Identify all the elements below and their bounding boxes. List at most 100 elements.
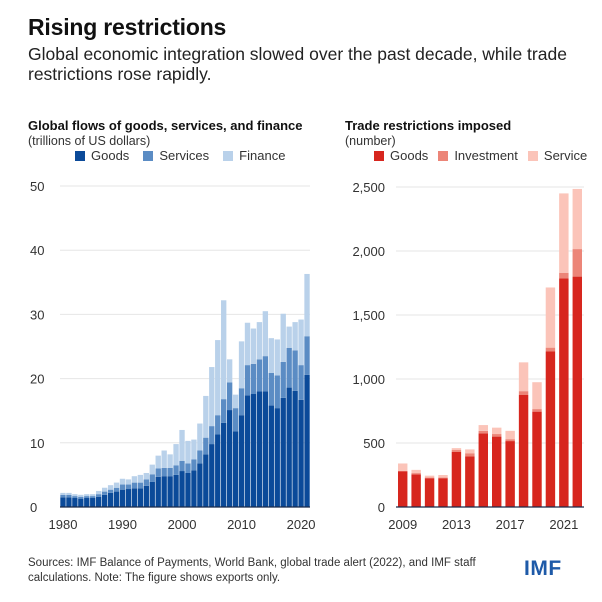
bar-segment-service-2019 <box>532 382 542 410</box>
bar-segment-finance-2007 <box>221 300 227 400</box>
bar-segment-goods-1992 <box>131 488 138 507</box>
bar-segment-services-1986 <box>96 494 102 497</box>
bar-segment-finance-1994 <box>143 472 149 480</box>
bar-segment-goods-2014 <box>262 391 269 507</box>
bar-segment-services-2015 <box>268 372 274 406</box>
legend-item-investment: Investment <box>438 148 518 163</box>
legend-swatch-goods <box>374 150 384 161</box>
bar-segment-goods-2005 <box>209 444 215 507</box>
bar-segment-service-2009 <box>398 463 408 472</box>
bar-segment-services-1991 <box>125 484 132 490</box>
bar-segment-goods-2012 <box>250 394 257 507</box>
bar-segment-goods-1981 <box>66 497 72 507</box>
bar-segment-investment-2021 <box>559 272 569 279</box>
bar-segment-goods-2017 <box>505 441 515 507</box>
sources-note: Sources: IMF Balance of Payments, World … <box>28 557 476 584</box>
bar-segment-goods-2016 <box>274 408 280 507</box>
bar-segment-finance-2003 <box>197 423 203 451</box>
bar-segment-services-1996 <box>155 468 161 477</box>
bar-segment-finance-2012 <box>250 328 257 364</box>
bar-segment-investment-2010 <box>411 473 421 475</box>
bar-segment-finance-2015 <box>268 338 274 373</box>
y-tick-label: 10 <box>30 436 44 451</box>
bar-segment-investment-2014 <box>465 453 475 457</box>
bar-segment-goods-1993 <box>137 488 144 507</box>
y-tick-label: 50 <box>30 179 44 194</box>
bar-segment-goods-2018 <box>286 387 292 507</box>
bar-segment-services-2008 <box>226 382 233 411</box>
bar-segment-goods-2016 <box>492 436 502 507</box>
right-chart-subtitle: (number) <box>345 134 396 148</box>
bar-segment-services-1981 <box>66 494 72 498</box>
bar-segment-services-2010 <box>238 388 245 416</box>
page-subtitle: Global economic integration slowed over … <box>28 44 567 84</box>
x-tick-label: 2010 <box>227 517 256 532</box>
bar-segment-investment-2015 <box>478 430 488 434</box>
bar-segment-services-1988 <box>107 489 114 493</box>
legend-swatch-goods <box>75 150 85 161</box>
legend-item-finance: Finance <box>223 148 285 163</box>
bar-segment-services-2004 <box>203 437 209 455</box>
bar-segment-goods-2015 <box>268 405 274 507</box>
bar-segment-finance-2002 <box>191 439 197 460</box>
bar-segment-goods-2009 <box>398 471 408 507</box>
bar-segment-finance-2020 <box>298 319 304 366</box>
bar-segment-services-1999 <box>173 465 179 475</box>
legend-swatch-finance <box>223 150 234 161</box>
bar-segment-finance-2008 <box>226 359 233 383</box>
bar-segment-finance-1989 <box>113 482 120 488</box>
bar-segment-finance-2004 <box>203 395 209 438</box>
bar-segment-investment-2013 <box>451 450 462 452</box>
bar-segment-goods-2020 <box>298 399 304 507</box>
bar-segment-service-2018 <box>518 362 529 392</box>
bar-segment-services-2000 <box>179 460 185 472</box>
x-tick-label: 2020 <box>287 517 316 532</box>
bar-segment-goods-2018 <box>518 395 529 507</box>
bar-segment-goods-1999 <box>173 474 179 507</box>
bar-segment-finance-1993 <box>137 474 144 483</box>
bar-segment-goods-1988 <box>107 492 114 507</box>
y-tick-label: 2,000 <box>352 244 385 259</box>
bar-segment-services-1990 <box>119 484 126 490</box>
x-tick-label: 2021 <box>549 517 578 532</box>
bar-segment-finance-2011 <box>244 322 251 366</box>
legend-swatch-services <box>143 150 154 161</box>
y-tick-label: 20 <box>30 372 44 387</box>
bar-segment-service-2021 <box>559 193 569 273</box>
bar-segment-investment-2018 <box>518 391 529 395</box>
bar-segment-services-1982 <box>72 496 78 499</box>
bar-segment-goods-2021 <box>559 278 569 507</box>
y-tick-label: 500 <box>363 436 385 451</box>
right-chart-legend: Goods Investment Service <box>374 148 601 163</box>
bar-segment-services-1997 <box>161 467 167 477</box>
bar-segment-services-2003 <box>197 450 203 464</box>
bar-segment-finance-2017 <box>280 313 286 362</box>
page-title: Rising restrictions <box>28 14 227 40</box>
bar-segment-service-2013 <box>451 448 462 451</box>
bar-segment-goods-1980 <box>60 497 66 507</box>
legend-label: Service <box>543 148 588 163</box>
bar-segment-finance-1980 <box>60 492 66 495</box>
bar-segment-goods-2015 <box>478 433 488 507</box>
y-tick-label: 1,000 <box>352 372 385 387</box>
x-tick-label: 2017 <box>496 517 525 532</box>
bar-segment-goods-1991 <box>125 489 132 507</box>
bar-segment-goods-2019 <box>532 411 542 507</box>
bar-segment-goods-2007 <box>221 422 227 507</box>
left-chart-title: Global flows of goods, services, and fin… <box>28 118 303 133</box>
bar-segment-investment-2011 <box>424 477 435 479</box>
trade-restrictions-chart: 0 500 1,000 1,500 2,000 2,500 2009 2013 2017 2021 <box>352 180 584 532</box>
bar-segment-finance-1981 <box>66 492 72 495</box>
imf-logo: IMF <box>524 557 562 580</box>
bar-segment-goods-1984 <box>84 498 90 507</box>
bar-segment-goods-2004 <box>203 454 209 507</box>
bar-segment-finance-1986 <box>96 490 102 495</box>
bar-segment-finance-1998 <box>167 454 173 468</box>
bar-segment-services-2002 <box>191 459 197 471</box>
bar-segment-services-2009 <box>232 408 239 432</box>
bar-segment-services-1989 <box>113 487 120 492</box>
bar-segment-services-1983 <box>78 496 84 499</box>
legend-label: Goods <box>91 148 130 163</box>
bar-segment-goods-2017 <box>280 397 286 507</box>
legend-label: Investment <box>454 148 518 163</box>
